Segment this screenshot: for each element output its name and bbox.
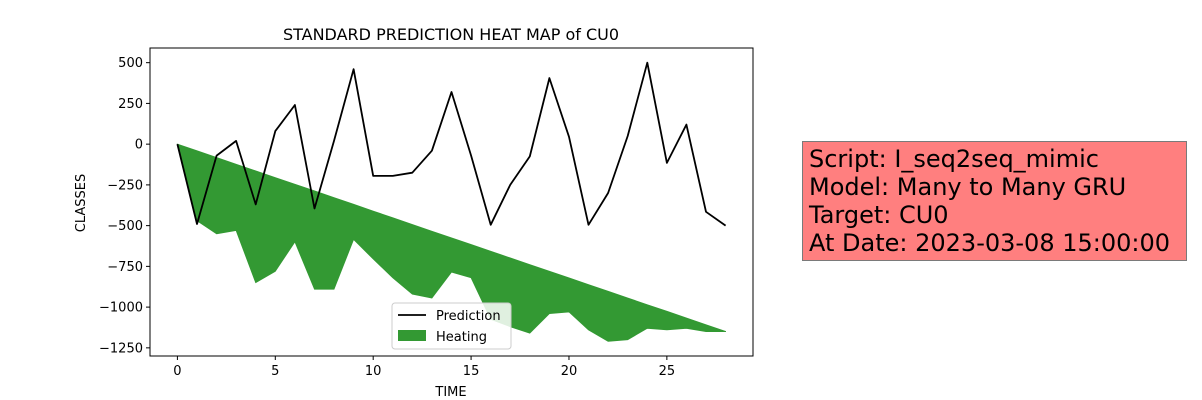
legend: Prediction Heating	[391, 302, 512, 350]
info-model: Model: Many to Many GRU	[809, 173, 1127, 201]
x-tick-label: 0	[173, 364, 181, 379]
y-tick-label: 0	[135, 138, 143, 153]
y-tick-label: −250	[107, 178, 143, 193]
chart: STANDARD PREDICTION HEAT MAP of CU0 0 5 10…	[74, 25, 754, 400]
x-tick-label: 15	[463, 364, 480, 379]
plot-frame	[149, 47, 754, 357]
x-axis-label: TIME	[434, 385, 466, 400]
chart-title: STANDARD PREDICTION HEAT MAP of CU0	[283, 25, 619, 44]
y-tick-label: 500	[118, 56, 143, 71]
y-tick-label: −1250	[99, 341, 143, 356]
info-box: Script: I_seq2seq_mimic Model: Many to M…	[802, 141, 1187, 261]
prediction-line	[176, 61, 727, 227]
y-axis-label: CLASSES	[74, 174, 89, 232]
x-tick-label: 20	[561, 364, 578, 379]
legend-swatch-heating	[398, 330, 426, 341]
info-script: Script: I_seq2seq_mimic	[809, 145, 1099, 173]
x-tick-label: 5	[271, 364, 279, 379]
x-tick-label: 25	[659, 364, 676, 379]
info-date: At Date: 2023-03-08 15:00:00	[809, 229, 1171, 257]
heating-area	[176, 143, 726, 342]
y-tick-label: −500	[107, 219, 143, 234]
y-tick-label: −750	[107, 260, 143, 275]
x-tick-label: 10	[365, 364, 382, 379]
axes: 0 5 10 15 20 25 500 250 0 −250 −500 −750 −1000 −1250	[99, 47, 754, 379]
legend-label-heating: Heating	[436, 330, 487, 345]
info-target: Target: CU0	[809, 201, 949, 229]
legend-label-prediction: Prediction	[436, 309, 501, 324]
y-tick-label: −1000	[99, 301, 143, 316]
y-tick-label: 250	[118, 97, 143, 112]
plot-area	[176, 61, 727, 342]
